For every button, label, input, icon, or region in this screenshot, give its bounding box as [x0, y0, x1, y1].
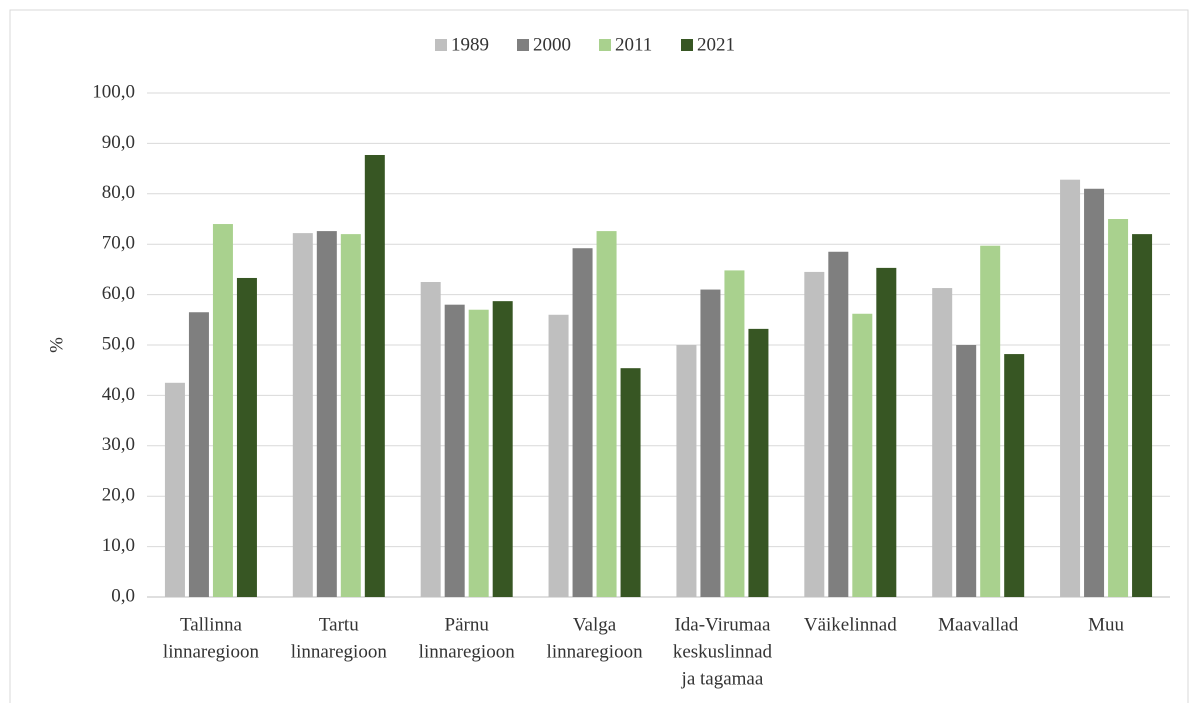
bar — [596, 231, 617, 597]
y-tick-label: 60,0 — [102, 283, 135, 304]
y-tick-label: 90,0 — [102, 132, 135, 153]
x-tick-label: Tallinna — [180, 614, 243, 635]
y-tick-label: 30,0 — [102, 434, 135, 455]
x-tick-label: ja tagamaa — [681, 668, 764, 689]
bar — [420, 282, 441, 597]
x-tick-label: Väikelinnad — [804, 614, 897, 635]
bar — [1108, 219, 1129, 597]
y-tick-label: 70,0 — [102, 233, 135, 254]
legend-swatch — [517, 39, 529, 51]
bar — [828, 251, 849, 597]
bar — [700, 289, 721, 597]
bar — [1132, 234, 1153, 597]
x-tick-label: linnaregioon — [291, 641, 388, 662]
bar — [316, 231, 337, 597]
bar — [724, 270, 745, 597]
bar — [188, 312, 209, 597]
bar — [236, 277, 257, 597]
x-tick-label: Muu — [1088, 614, 1124, 635]
x-tick-label: Maavallad — [938, 614, 1019, 635]
bar — [164, 382, 185, 597]
y-axis-label: % — [46, 337, 67, 353]
bar — [1060, 179, 1081, 598]
bar — [212, 224, 233, 598]
chart-border — [9, 9, 1189, 708]
bar — [980, 245, 1001, 597]
bar — [1004, 354, 1025, 597]
legend-label: 2011 — [615, 34, 652, 55]
legend-swatch — [435, 39, 447, 51]
legend-label: 2000 — [533, 34, 571, 55]
bar — [932, 288, 953, 597]
bar — [1084, 188, 1105, 597]
bar — [340, 234, 361, 597]
y-tick-label: 10,0 — [102, 535, 135, 556]
x-tick-label: linnaregioon — [547, 641, 644, 662]
bar — [292, 233, 313, 597]
y-tick-label: 100,0 — [92, 81, 135, 102]
bar — [676, 345, 697, 597]
bar — [804, 271, 825, 597]
x-tick-label: linnaregioon — [419, 641, 516, 662]
x-tick-label: linnaregioon — [163, 641, 260, 662]
bar — [876, 267, 897, 597]
x-tick-label: Tartu — [319, 614, 359, 635]
bar — [956, 345, 977, 597]
x-tick-label: keskuslinnad — [673, 641, 773, 662]
legend-label: 1989 — [451, 34, 489, 55]
bar — [748, 328, 769, 597]
y-tick-label: 50,0 — [102, 333, 135, 354]
y-tick-label: 0,0 — [111, 585, 135, 606]
legend-swatch — [599, 39, 611, 51]
x-tick-label: Ida-Virumaa — [674, 614, 770, 635]
bar — [572, 248, 593, 597]
x-tick-label: Valga — [573, 614, 617, 635]
legend-swatch — [681, 39, 693, 51]
y-tick-label: 80,0 — [102, 182, 135, 203]
legend-label: 2021 — [697, 34, 735, 55]
bar — [852, 313, 873, 597]
y-tick-label: 40,0 — [102, 384, 135, 405]
bar — [492, 301, 513, 597]
bar — [444, 304, 465, 597]
bar — [468, 309, 489, 597]
bar — [620, 368, 641, 597]
bar — [364, 154, 385, 597]
y-tick-label: 20,0 — [102, 485, 135, 506]
bar — [548, 314, 569, 597]
x-tick-label: Pärnu — [445, 614, 490, 635]
